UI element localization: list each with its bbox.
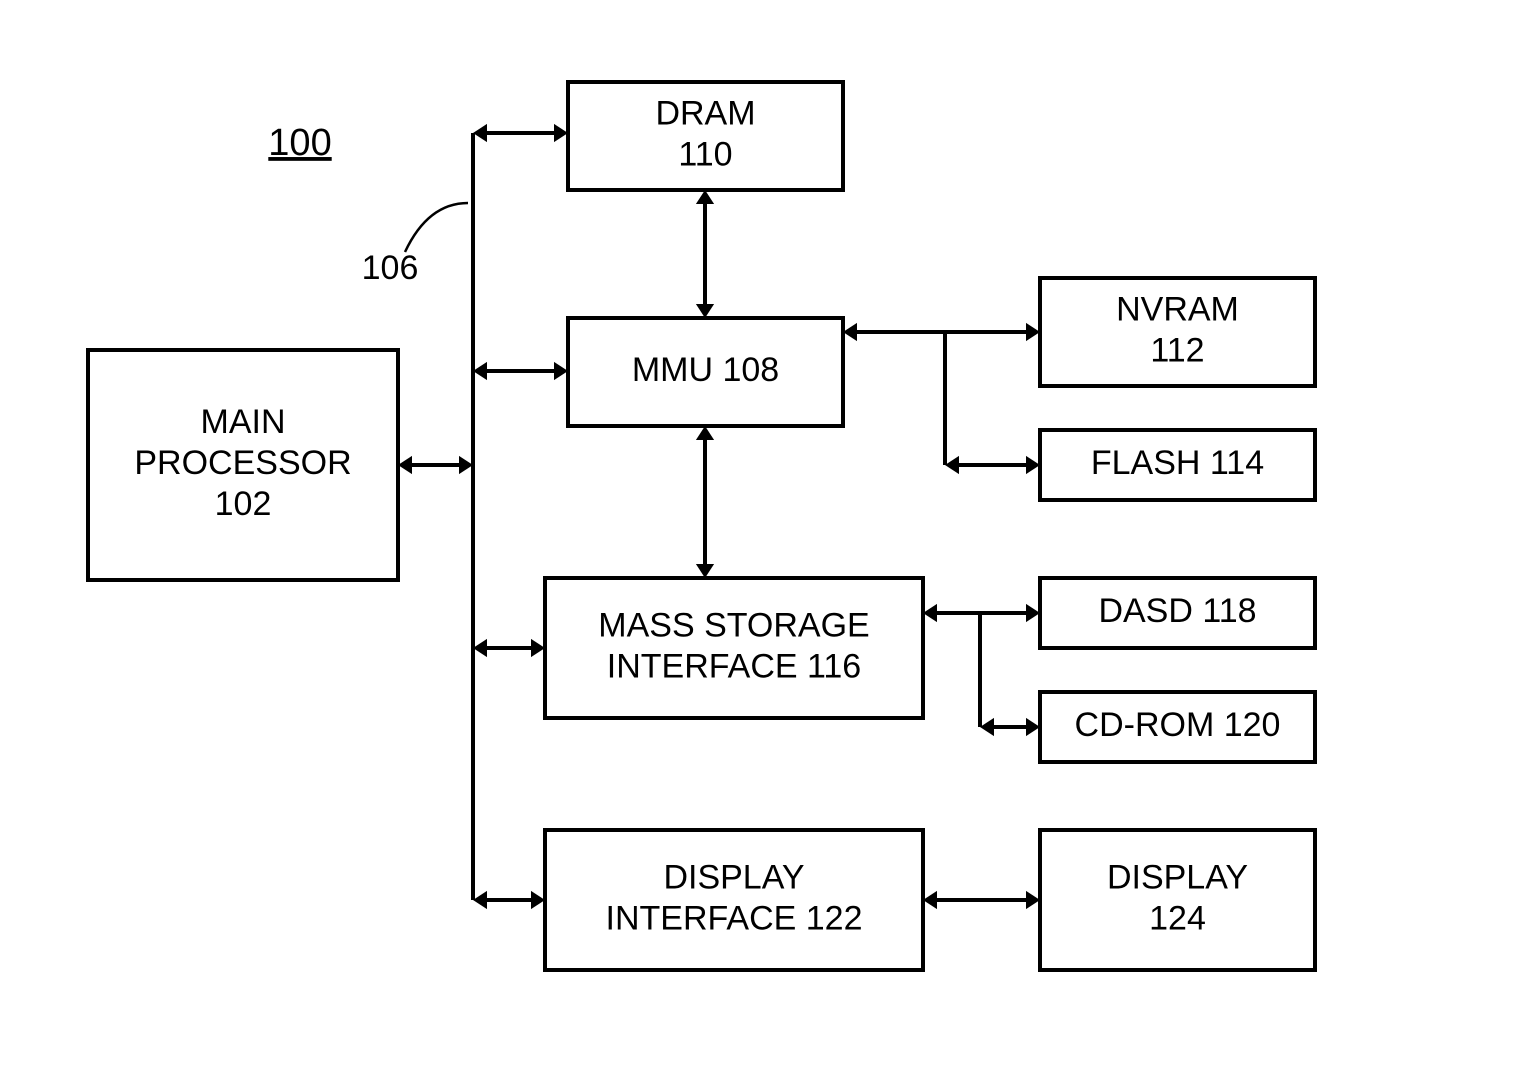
node-disp_if-label: INTERFACE 122: [606, 899, 863, 937]
node-disp_if-label: DISPLAY: [663, 859, 804, 897]
node-dasd-label: DASD 118: [1098, 592, 1256, 630]
node-cdrom-label: CD-ROM 120: [1075, 706, 1281, 744]
node-cdrom: CD-ROM 120: [1040, 692, 1315, 762]
node-dram-label: 110: [678, 135, 732, 173]
node-msi-label: MASS STORAGE: [598, 607, 869, 645]
node-disp-label: DISPLAY: [1107, 859, 1248, 897]
node-main-label: PROCESSOR: [134, 444, 351, 482]
node-msi-label: INTERFACE 116: [607, 647, 861, 685]
node-nvram-label: 112: [1150, 331, 1204, 369]
node-disp: DISPLAY124: [1040, 830, 1315, 970]
node-dram: DRAM110: [568, 82, 843, 190]
node-nvram: NVRAM112: [1040, 278, 1315, 386]
node-main: MAINPROCESSOR102: [88, 350, 398, 580]
node-nvram-label: NVRAM: [1116, 291, 1239, 329]
node-disp_if: DISPLAYINTERFACE 122: [545, 830, 923, 970]
node-main-label: MAIN: [201, 403, 286, 441]
diagram-title: 100: [268, 122, 331, 164]
node-mmu: MMU 108: [568, 318, 843, 426]
node-main-label: 102: [215, 485, 272, 523]
node-msi: MASS STORAGEINTERFACE 116: [545, 578, 923, 718]
node-flash: FLASH 114: [1040, 430, 1315, 500]
node-disp-label: 124: [1149, 899, 1206, 937]
node-mmu-label: MMU 108: [632, 351, 779, 389]
node-dasd: DASD 118: [1040, 578, 1315, 648]
node-flash-label: FLASH 114: [1091, 444, 1264, 482]
node-dram-label: DRAM: [655, 95, 755, 133]
bus-label: 106: [362, 249, 419, 287]
